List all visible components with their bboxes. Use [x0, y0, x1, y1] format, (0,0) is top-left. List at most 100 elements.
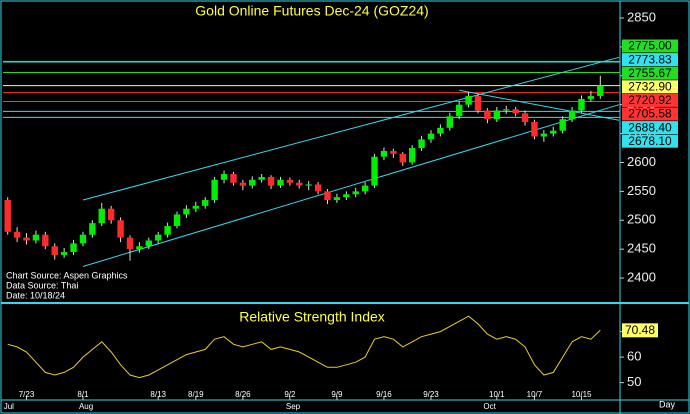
candle-body: [540, 133, 548, 137]
candle-body: [230, 174, 237, 183]
rsi-title: Relative Strength Index: [239, 309, 385, 325]
candle-body: [578, 98, 585, 111]
candle-body: [51, 246, 58, 255]
month-label: Oct: [483, 402, 496, 411]
y-tick-label: 2500: [627, 212, 656, 227]
candle-body: [446, 116, 453, 128]
level-label-box: [622, 39, 678, 53]
candle-body: [286, 179, 294, 183]
x-tick-label: 8/19: [188, 390, 204, 399]
candle-body: [521, 113, 529, 123]
candle-body: [239, 182, 247, 186]
level-label: 2705.58: [628, 107, 672, 121]
x-tick-label: 8/13: [150, 390, 166, 399]
candle-body: [211, 179, 218, 201]
candle-body: [390, 150, 397, 154]
candle-body: [343, 194, 350, 198]
candle-body: [220, 174, 228, 180]
month-label: Sep: [286, 402, 301, 411]
candle-body: [352, 191, 359, 195]
level-label-box: [622, 107, 678, 121]
trendline: [82, 104, 620, 267]
level-label: 2773.83: [628, 52, 672, 66]
candle-body: [79, 234, 87, 244]
trendline: [82, 56, 620, 201]
candle-body: [493, 110, 501, 120]
candle-body: [13, 231, 21, 238]
source-note: Date: 10/18/24: [6, 290, 65, 300]
candle-body: [380, 150, 388, 157]
candle-body: [371, 156, 378, 186]
source-note: Data Source: Thai: [6, 280, 78, 290]
x-tick-label: 8/1: [77, 390, 89, 399]
candle-body: [42, 234, 49, 247]
x-tick-label: 10/7: [527, 390, 543, 399]
candle-body: [192, 205, 200, 209]
candle-body: [484, 110, 491, 120]
candle-body: [98, 208, 105, 224]
candle-body: [333, 197, 341, 201]
candle-body: [32, 234, 40, 241]
level-label: 2755.67: [628, 66, 672, 80]
candle-body: [89, 223, 96, 235]
level-label-box: [622, 80, 678, 94]
candle-body: [324, 191, 331, 201]
month-label: Aug: [79, 402, 93, 411]
x-unit-label: Day: [659, 399, 676, 409]
candle-body: [305, 184, 312, 186]
candle-body: [145, 240, 152, 247]
candle-body: [465, 96, 472, 105]
candle-body: [277, 179, 284, 186]
y-tick-label: 2400: [627, 269, 656, 284]
rsi-line: [7, 315, 601, 379]
candle-body: [399, 153, 406, 163]
chart-title: Gold Online Futures Dec-24 (GOZ24): [195, 3, 428, 19]
candle-body: [427, 133, 435, 140]
candle-body: [296, 182, 303, 186]
candle-body: [70, 243, 77, 253]
candle-body: [117, 220, 124, 238]
candle-body: [249, 179, 256, 186]
candle-body: [107, 208, 115, 221]
candle-body: [173, 214, 181, 227]
x-tick-label: 8/26: [235, 390, 251, 399]
candle-body: [474, 96, 482, 111]
candle-body: [361, 185, 369, 192]
candle-body: [503, 109, 510, 111]
candle-body: [437, 127, 444, 134]
candle-body: [456, 104, 463, 117]
month-label: Jul: [4, 402, 14, 411]
level-label-box: [622, 66, 678, 80]
candle-body: [314, 184, 322, 192]
level-label: 2688.40: [628, 120, 672, 134]
candle-body: [568, 110, 576, 120]
candle-body: [408, 148, 416, 163]
y-tick-label: 2550: [627, 183, 656, 198]
candle-body: [23, 237, 30, 241]
candle-body: [267, 176, 275, 186]
candle-body: [183, 208, 190, 215]
y-tick-label: 2850: [627, 9, 656, 24]
candle-body: [164, 226, 171, 235]
level-label-box: [622, 53, 678, 67]
y-tick-label: 2600: [627, 154, 656, 169]
level-label-box: [622, 121, 678, 135]
candle-body: [126, 237, 134, 250]
x-tick-label: 9/16: [376, 390, 392, 399]
candle-body: [258, 176, 265, 180]
candle-body: [559, 119, 566, 131]
candle-body: [4, 200, 11, 232]
x-tick-label: 7/23: [19, 390, 35, 399]
candle-body: [418, 139, 425, 149]
rsi-y-tick-label: 60: [627, 349, 641, 364]
x-tick-label: 9/9: [331, 390, 343, 399]
candle-body: [60, 252, 68, 255]
trendline: [459, 89, 620, 121]
level-label: 2678.10: [628, 134, 672, 148]
rsi-y-tick-label: 50: [627, 374, 641, 389]
candle-body: [597, 85, 604, 97]
source-note: Chart Source: Aspen Graphics: [6, 270, 128, 280]
